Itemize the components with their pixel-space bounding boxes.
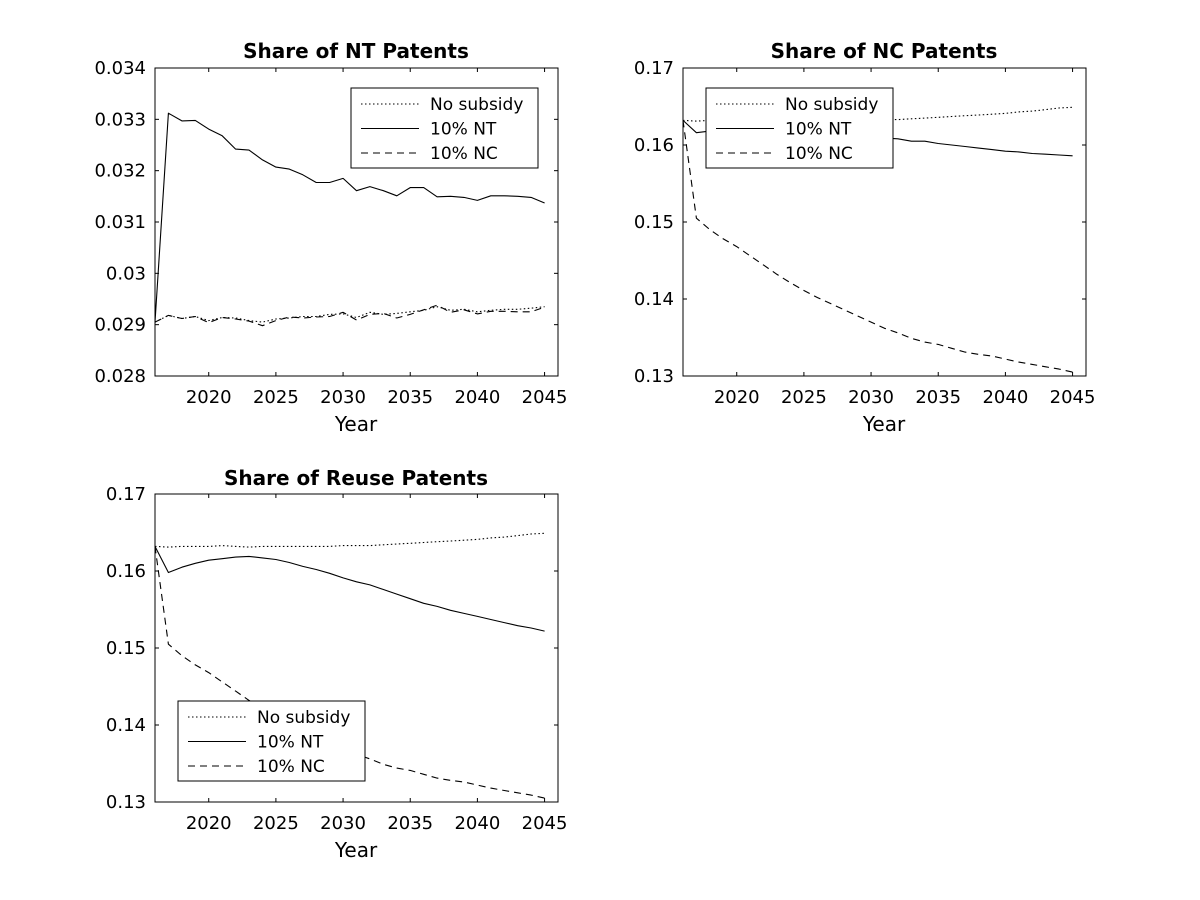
x-tick-label: 2020 [186,387,232,408]
x-tick-label: 2030 [848,387,894,408]
y-tick-label: 0.14 [106,715,146,736]
x-axis-label: Year [334,838,378,862]
x-tick-label: 2020 [714,387,760,408]
y-tick-label: 0.032 [94,161,146,182]
x-tick-label: 2020 [186,813,232,834]
y-tick-label: 0.16 [634,135,674,156]
x-tick-label: 2025 [781,387,827,408]
legend-label: 10% NC [257,757,325,777]
y-tick-label: 0.033 [94,109,146,130]
y-tick-label: 0.13 [634,366,674,387]
x-tick-label: 2030 [320,813,366,834]
x-tick-label: 2025 [253,813,299,834]
y-tick-label: 0.16 [106,561,146,582]
legend-label: No subsidy [430,95,523,115]
legend-label: No subsidy [257,708,350,728]
y-tick-label: 0.034 [94,58,146,79]
y-tick-label: 0.031 [94,212,146,233]
y-tick-label: 0.15 [106,638,146,659]
chart-title: Share of NT Patents [243,39,469,63]
x-tick-label: 2045 [1050,387,1096,408]
legend: No subsidy 10% NT 10% NC [351,88,538,168]
y-tick-label: 0.13 [106,792,146,813]
x-tick-label: 2030 [320,387,366,408]
y-tick-label: 0.028 [94,366,146,387]
y-tick-label: 0.03 [106,263,146,284]
chart-title: Share of NC Patents [771,39,998,63]
legend: No subsidy 10% NT 10% NC [178,701,365,781]
x-tick-label: 2040 [454,813,500,834]
x-tick-label: 2035 [387,387,433,408]
x-tick-label: 2040 [454,387,500,408]
legend-label: 10% NC [785,144,853,164]
legend-label: 10% NC [430,144,498,164]
x-tick-label: 2035 [387,813,433,834]
x-tick-label: 2040 [982,387,1028,408]
x-tick-label: 2045 [522,813,568,834]
legend-label: No subsidy [785,95,878,115]
x-tick-label: 2045 [522,387,568,408]
chart-title: Share of Reuse Patents [224,466,488,490]
x-axis-label: Year [862,412,906,436]
legend: No subsidy 10% NT 10% NC [706,88,893,168]
legend-label: 10% NT [430,120,497,140]
y-tick-label: 0.17 [106,484,146,505]
x-axis-label: Year [334,412,378,436]
y-tick-label: 0.14 [634,289,674,310]
legend-label: 10% NT [785,120,852,140]
y-tick-label: 0.17 [634,58,674,79]
legend-label: 10% NT [257,733,324,753]
y-tick-label: 0.029 [94,315,146,336]
x-tick-label: 2025 [253,387,299,408]
y-tick-label: 0.15 [634,212,674,233]
x-tick-label: 2035 [915,387,961,408]
